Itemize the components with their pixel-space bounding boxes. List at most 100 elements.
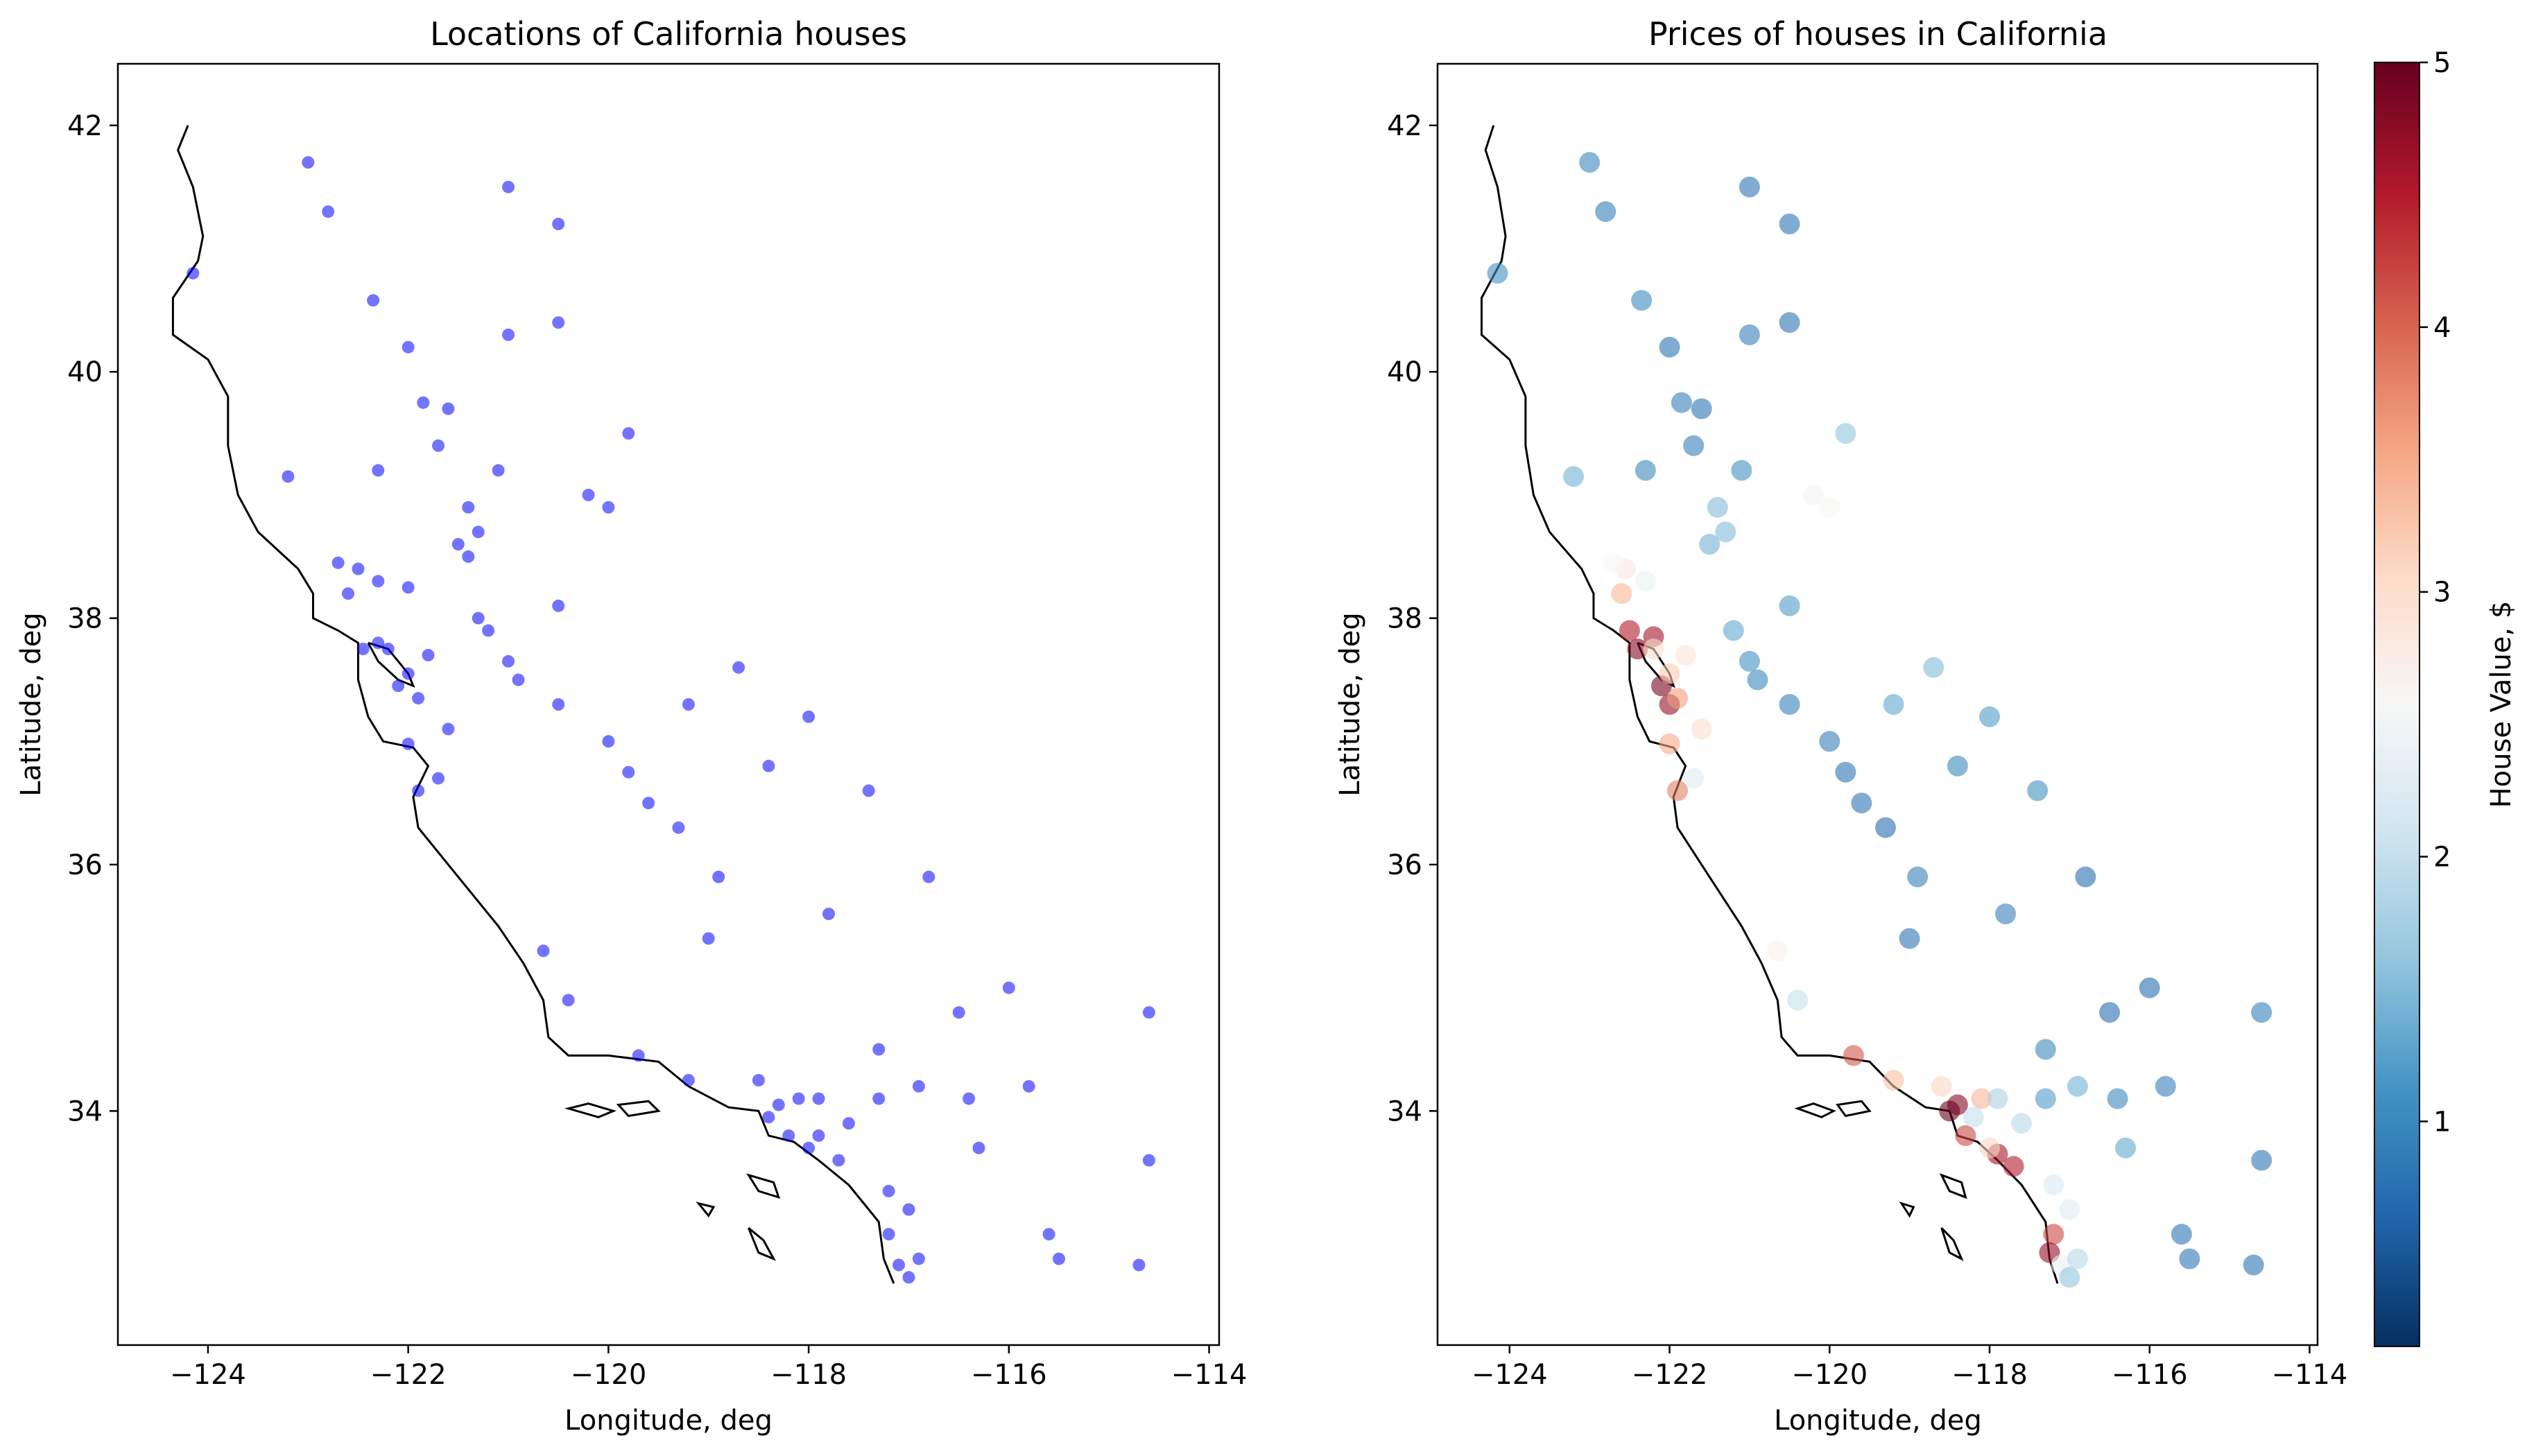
house-point: [392, 679, 405, 693]
house-price-point: [1779, 694, 1800, 715]
house-point: [812, 1129, 825, 1142]
house-point: [762, 1111, 775, 1124]
house-point: [882, 1184, 895, 1197]
house-price-point: [1667, 780, 1689, 801]
house-price-point: [1603, 552, 1624, 573]
house-location-points: [187, 156, 1155, 1284]
house-price-point: [2067, 1075, 2088, 1097]
house-point: [1142, 1154, 1155, 1167]
house-price-point: [1739, 324, 1760, 345]
x-tick-label: −116: [2112, 1359, 2188, 1391]
island-outline: [1939, 1173, 1967, 1199]
house-point: [672, 821, 685, 834]
house-point: [402, 340, 415, 354]
coastline-outline: [171, 125, 895, 1284]
house-point: [622, 765, 635, 779]
house-point: [442, 722, 455, 736]
house-price-point: [1487, 263, 1508, 284]
house-point: [381, 643, 395, 655]
house-price-point: [1979, 706, 2000, 727]
house-price-point: [1923, 657, 1944, 678]
house-price-point: [1634, 571, 1656, 592]
house-point: [422, 648, 435, 661]
house-price-point: [1671, 392, 1692, 413]
house-price-point: [2251, 1002, 2272, 1023]
colorbar-tick-label: 3: [2433, 577, 2451, 609]
house-point: [356, 643, 370, 655]
house-price-point: [2139, 977, 2160, 998]
house-price-point: [2059, 1199, 2080, 1220]
house-point: [402, 737, 415, 750]
house-point: [552, 698, 565, 711]
colorbar: 1 2 3 4 5 House Value, $: [2374, 47, 2517, 1347]
house-point: [802, 1141, 816, 1154]
island-outline: [696, 1202, 716, 1218]
house-point: [432, 772, 445, 785]
house-point: [282, 470, 295, 483]
house-point: [972, 1141, 985, 1154]
house-point: [342, 587, 354, 600]
house-point: [562, 994, 575, 1007]
house-point: [912, 1080, 925, 1093]
house-point: [462, 550, 475, 563]
y-tick-label: 40: [1387, 356, 1422, 388]
panel-prices: Prices of houses in California −124 −122−…: [1334, 15, 2347, 1437]
y-tick-label: 42: [1387, 110, 1422, 142]
house-point: [492, 464, 505, 477]
house-point: [512, 673, 525, 686]
house-price-point: [1715, 521, 1736, 543]
y-tick-label: 34: [67, 1095, 103, 1127]
house-point: [372, 636, 385, 650]
house-price-point: [1851, 792, 1872, 814]
house-price-point: [1631, 290, 1653, 311]
house-point: [372, 464, 385, 477]
panel1-x-ticks: −124 −122 −120 −118 −116 −114: [170, 1345, 1248, 1391]
house-price-point: [2035, 1039, 2056, 1060]
x-tick-label: −122: [370, 1359, 447, 1391]
panel1-title: Locations of California houses: [430, 15, 907, 53]
panel2-title: Prices of houses in California: [1648, 15, 2107, 53]
house-point: [402, 581, 415, 594]
house-point: [472, 612, 485, 625]
house-point: [1053, 1252, 1065, 1265]
colorbar-tick-label: 5: [2433, 47, 2451, 79]
house-price-point: [1907, 866, 1929, 887]
house-price-point: [2179, 1248, 2200, 1269]
house-price-point: [1739, 650, 1760, 672]
y-tick-label: 38: [1387, 603, 1422, 635]
x-tick-label: −122: [1632, 1359, 1708, 1391]
house-price-point: [1627, 639, 1648, 659]
house-price-point: [1747, 669, 1768, 691]
house-point: [1002, 981, 1015, 994]
house-point: [882, 1228, 895, 1241]
house-price-point: [1683, 435, 1705, 456]
house-price-point: [2115, 1137, 2137, 1159]
island-outline: [746, 1173, 781, 1199]
x-tick-label: −120: [1791, 1359, 1868, 1391]
house-point: [367, 294, 380, 307]
house-point: [482, 624, 495, 637]
house-point: [442, 402, 455, 415]
house-point: [451, 538, 465, 551]
coastline-path: [171, 125, 895, 1284]
panel1-axes-frame: [117, 62, 1220, 1346]
island-outline: [1836, 1100, 1872, 1118]
house-point: [963, 1092, 976, 1105]
house-point: [187, 267, 200, 280]
x-tick-label: −114: [1171, 1359, 1248, 1391]
house-point: [702, 932, 715, 945]
house-price-point: [1931, 1075, 1952, 1097]
colorbar-gradient: [2374, 62, 2420, 1347]
house-point: [622, 427, 635, 440]
house-price-point: [1723, 620, 1744, 641]
house-price-point: [2099, 1002, 2121, 1023]
panel-locations: Locations of California houses −124 −122−…: [15, 15, 1248, 1437]
house-point: [812, 1092, 825, 1105]
house-price-point: [1731, 460, 1752, 481]
house-point: [302, 156, 315, 169]
y-tick-label: 36: [1387, 849, 1422, 881]
house-point: [602, 735, 615, 748]
house-point: [642, 797, 655, 810]
house-point: [862, 784, 875, 797]
house-point: [712, 870, 725, 883]
